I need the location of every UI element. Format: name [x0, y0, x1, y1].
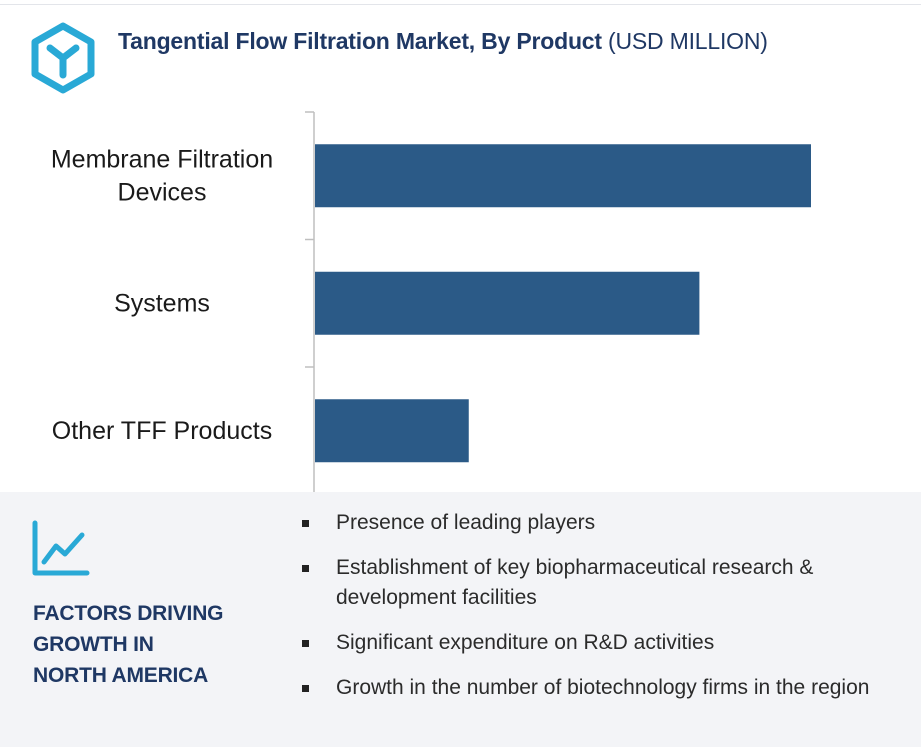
- trend-chart-icon: [32, 520, 90, 576]
- factor-item: Establishment of key biopharmaceutical r…: [300, 553, 910, 613]
- chart-title-text: Tangential Flow Filtration Market, By Pr…: [118, 28, 602, 54]
- bullet-icon: [302, 520, 309, 527]
- factors-list: Presence of leading players Establishmen…: [300, 508, 910, 718]
- category-label: Systems: [114, 289, 210, 317]
- factors-heading-line: GROWTH IN: [33, 633, 154, 656]
- factor-text: Establishment of key biopharmaceutical r…: [336, 556, 814, 609]
- bar: [315, 399, 469, 463]
- category-label: Other TFF Products: [52, 417, 272, 445]
- category-label: Devices: [118, 178, 207, 206]
- factors-heading: FACTORS DRIVING GROWTH IN NORTH AMERICA: [33, 598, 273, 691]
- factors-heading-line: NORTH AMERICA: [33, 664, 209, 687]
- factors-heading-line: FACTORS DRIVING: [33, 602, 224, 625]
- factors-panel: [0, 492, 921, 747]
- factor-text: Presence of leading players: [336, 511, 596, 534]
- category-label: Membrane Filtration: [51, 145, 273, 173]
- chart-unit: (USD MILLION): [608, 28, 768, 54]
- bullet-icon: [302, 640, 309, 647]
- bar-chart: Membrane Filtration Devices Systems Other T…: [51, 111, 811, 496]
- bar: [315, 144, 811, 208]
- factor-text: Significant expenditure on R&D activitie…: [336, 631, 715, 654]
- factor-item: Significant expenditure on R&D activitie…: [300, 628, 910, 658]
- factor-text: Growth in the number of biotechnology fi…: [336, 676, 870, 699]
- bar: [315, 271, 700, 335]
- top-divider: [0, 4, 921, 5]
- hexagon-logo-icon: [31, 22, 95, 94]
- factor-item: Growth in the number of biotechnology fi…: [300, 673, 910, 703]
- bullet-icon: [302, 565, 309, 572]
- chart-title: Tangential Flow Filtration Market, By Pr…: [118, 28, 768, 55]
- factor-item: Presence of leading players: [300, 508, 910, 538]
- bullet-icon: [302, 685, 309, 692]
